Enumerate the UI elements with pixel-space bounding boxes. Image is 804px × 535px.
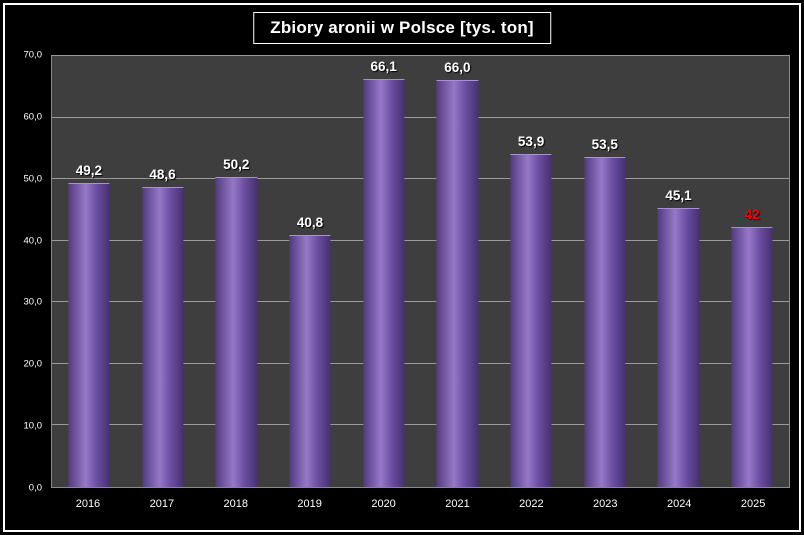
bar-value-label: 49,2 (75, 163, 102, 179)
y-tick-label: 0,0 (28, 482, 42, 494)
bar-column: 66,0 (421, 56, 495, 487)
bar-value-label: 45,1 (665, 188, 692, 204)
bar-value-label: 42 (744, 207, 760, 223)
bar-column: 49,2 (52, 56, 126, 487)
x-tick-label: 2016 (75, 498, 101, 510)
bar-value-label: 66,1 (370, 59, 397, 75)
x-tick-label: 2021 (445, 498, 470, 510)
y-tick-label: 40,0 (23, 235, 43, 247)
y-tick-label: 20,0 (23, 358, 43, 370)
x-tick-label: 2025 (740, 498, 766, 510)
y-tick-label: 50,0 (23, 173, 43, 185)
bar-column: 45,1 (642, 56, 716, 487)
bar-column: 50,2 (199, 56, 273, 487)
chart-frame-border: Zbiory aronii w Polsce [tys. ton] 0,0 10,… (3, 3, 801, 532)
bar-value-label: 48,6 (149, 166, 176, 182)
y-tick-label: 30,0 (23, 296, 43, 308)
x-axis: 2016 2017 2018 2019 2020 2021 2022 2023 2024 2025 (51, 493, 790, 515)
y-axis: 0,0 10,0 20,0 30,0 40,0 50,0 60,0 70,0 (5, 50, 47, 494)
x-tick-label: 2020 (371, 498, 396, 510)
bar-value-label: 53,9 (517, 134, 545, 150)
y-tick-label: 60,0 (23, 111, 43, 123)
x-tick-label: 2017 (149, 498, 175, 510)
bar-column: 53,9 (494, 56, 568, 487)
bar-column: 40,8 (273, 56, 347, 487)
bar-column: 53,5 (568, 56, 642, 487)
bar-column: 48,6 (126, 56, 200, 487)
bar (363, 79, 405, 487)
bar (141, 186, 184, 487)
chart-title-box: Zbiory aronii w Polsce [tys. ton] (253, 12, 551, 44)
x-tick-label: 2018 (223, 498, 248, 510)
bar (657, 208, 700, 487)
x-tick-label: 2024 (666, 498, 692, 510)
bar (289, 234, 331, 487)
gridline (52, 178, 789, 180)
bar (215, 176, 257, 487)
bar (436, 79, 478, 487)
bar (68, 183, 110, 487)
x-tick-label: 2022 (519, 498, 544, 510)
y-tick-label: 70,0 (23, 49, 43, 61)
bar (731, 227, 773, 487)
gridline (52, 424, 789, 426)
gridline (52, 362, 789, 364)
bar (510, 154, 552, 487)
x-tick-label: 2023 (593, 498, 618, 510)
gridline (52, 239, 789, 241)
gridline (52, 55, 789, 56)
gridline (52, 301, 789, 303)
bar-column: 42 (715, 56, 789, 487)
y-tick-label: 10,0 (23, 420, 43, 432)
bar-value-label: 50,2 (223, 156, 250, 172)
x-tick-label: 2019 (297, 498, 322, 510)
bar (584, 156, 626, 487)
bars-layer: 49,2 48,6 50,2 40,8 66,1 66,0 53,9 53,5 45,1 42 (52, 56, 789, 487)
plot-area: 49,2 48,6 50,2 40,8 66,1 66,0 53,9 53,5 45,1 42 (51, 55, 790, 488)
bar-value-label: 66,0 (444, 59, 471, 75)
bar-value-label: 40,8 (296, 214, 324, 230)
bar-value-label: 53,5 (591, 136, 618, 152)
gridline (52, 116, 789, 118)
bar-column: 66,1 (347, 56, 421, 487)
chart-title: Zbiory aronii w Polsce [tys. ton] (270, 18, 534, 37)
